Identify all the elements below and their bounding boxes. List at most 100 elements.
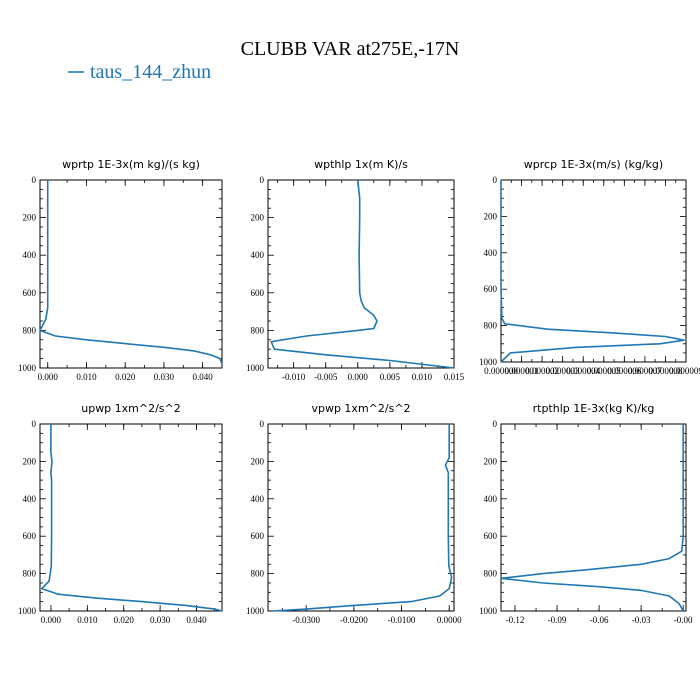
x-tick-label: 0.000 (38, 372, 59, 382)
x-tick-label: 0.030 (150, 615, 171, 625)
y-tick-label: 800 (23, 569, 37, 579)
x-tick-label: 0.0000 (437, 615, 462, 625)
y-tick-label: 600 (23, 531, 37, 541)
y-tick-label: 400 (23, 250, 37, 260)
y-tick-label: 0 (260, 419, 265, 429)
x-tick-label: 0.020 (114, 615, 135, 625)
x-tick-label: -0.005 (314, 372, 338, 382)
x-tick-label: -0.09 (548, 615, 567, 625)
figure-title: CLUBB VAR at275E,-17N (241, 38, 460, 60)
y-tick-label: 0 (260, 175, 265, 185)
y-tick-label: 200 (23, 456, 37, 466)
y-tick-label: 400 (23, 494, 37, 504)
panel-2: wpthlp 1x(m K)/s 0 200 400 600 800 1000 -0.010-… (246, 158, 465, 382)
series-line (500, 424, 685, 612)
y-tick-label: 1000 (479, 606, 498, 616)
x-tick-label: 0.000008 (649, 366, 683, 376)
x-tick-label: -0.0200 (340, 615, 368, 625)
y-tick-label: 1000 (18, 363, 37, 373)
x-tick-label: -0.00 (674, 615, 693, 625)
panel-title: rtpthlp 1E-3x(kg K)/kg (533, 402, 655, 415)
y-tick-label: 400 (484, 494, 498, 504)
y-tick-label: 200 (484, 211, 498, 221)
x-tick-label: 0.015 (444, 372, 465, 382)
panels-group: wprtp 1E-3x(m kg)/(s kg) 0 200 400 600 800 100… (18, 158, 700, 625)
x-tick-label: 0.020 (115, 372, 136, 382)
series-line (500, 180, 685, 363)
x-tick-label: 0.000009 (669, 366, 700, 376)
x-tick-label: 0.000 (41, 615, 62, 625)
x-tick-label: 0.000002 (525, 366, 559, 376)
x-tick-label: 0.000004 (566, 366, 600, 376)
plot-frame (267, 179, 455, 369)
legend: taus_144_zhun (68, 61, 211, 83)
x-tick-label: 0.000000 (484, 366, 518, 376)
y-tick-label: 400 (251, 494, 265, 504)
y-tick-label: 400 (484, 248, 498, 258)
y-tick-label: 600 (251, 531, 265, 541)
panel-1: wprtp 1E-3x(m kg)/(s kg) 0 200 400 600 800 100… (18, 158, 223, 382)
y-tick-label: 0 (32, 419, 37, 429)
x-tick-label: 0.000005 (587, 366, 621, 376)
x-tick-label: 0.010 (77, 615, 98, 625)
series-line (39, 180, 223, 365)
y-tick-label: 400 (251, 250, 265, 260)
y-tick-label: 600 (484, 284, 498, 294)
x-tick-label: 0.040 (186, 615, 207, 625)
x-tick-label: -0.0300 (292, 615, 320, 625)
x-tick-label: 0.000006 (607, 366, 641, 376)
y-tick-label: 800 (251, 325, 265, 335)
x-tick-label: 0.010 (412, 372, 433, 382)
panel-3: wprcp 1E-3x(m/s) (kg/kg) 0 200 400 600 800 100… (479, 158, 700, 376)
series-line (40, 424, 223, 612)
panel-4: upwp 1xm^2/s^2 0 200 400 600 800 1000 0.000 0.01… (18, 402, 223, 625)
y-tick-label: 1000 (246, 606, 265, 616)
panel-title: wprtp 1E-3x(m kg)/(s kg) (62, 158, 200, 171)
plot-frame (39, 423, 223, 612)
x-tick-label: 0.000007 (628, 366, 662, 376)
y-tick-label: 600 (251, 288, 265, 298)
y-tick-label: 200 (251, 213, 265, 223)
y-tick-label: 200 (484, 456, 498, 466)
y-tick-label: 1000 (246, 363, 265, 373)
x-tick-label: 0.000003 (546, 366, 580, 376)
panel-6: rtpthlp 1E-3x(kg K)/kg02004006008001000-… (479, 402, 693, 625)
plot-frame (500, 179, 687, 363)
x-tick-label: -0.06 (590, 615, 609, 625)
y-tick-label: 800 (484, 569, 498, 579)
plot-frame (39, 179, 223, 369)
plot-frame (500, 423, 687, 612)
x-tick-label: -0.010 (282, 372, 306, 382)
legend-label: taus_144_zhun (90, 61, 211, 83)
x-tick-label: 0.000001 (505, 366, 539, 376)
panel-title: wpthlp 1x(m K)/s (314, 158, 408, 171)
x-tick-label: 0.000 (348, 372, 369, 382)
x-tick-label: -0.0100 (388, 615, 416, 625)
y-tick-label: 0 (493, 419, 498, 429)
y-tick-label: 800 (251, 569, 265, 579)
panel-title: upwp 1xm^2/s^2 (81, 402, 181, 415)
y-tick-label: 1000 (18, 606, 37, 616)
x-tick-label: 0.030 (154, 372, 175, 382)
y-tick-label: 800 (23, 325, 37, 335)
x-tick-label: 0.040 (193, 372, 214, 382)
panel-5: vpwp 1xm^2/s^2 0 200 400 600 800 1000 -0.0300 -0… (246, 402, 462, 625)
x-tick-label: -0.03 (632, 615, 651, 625)
y-tick-label: 200 (251, 456, 265, 466)
x-tick-label: 0.005 (380, 372, 401, 382)
panel-title: wprcp 1E-3x(m/s) (kg/kg) (524, 158, 663, 171)
plot-frame (267, 423, 455, 612)
y-tick-label: 1000 (479, 357, 498, 367)
y-tick-label: 600 (484, 531, 498, 541)
x-tick-label: -0.12 (506, 615, 525, 625)
y-tick-label: 800 (484, 321, 498, 331)
y-tick-label: 600 (23, 288, 37, 298)
y-tick-label: 0 (32, 175, 37, 185)
x-tick-label: 0.010 (76, 372, 97, 382)
series-line (270, 179, 455, 369)
panel-title: vpwp 1xm^2/s^2 (311, 402, 410, 415)
series-line (272, 424, 453, 612)
y-tick-label: 0 (493, 175, 498, 185)
y-tick-label: 200 (23, 213, 37, 223)
